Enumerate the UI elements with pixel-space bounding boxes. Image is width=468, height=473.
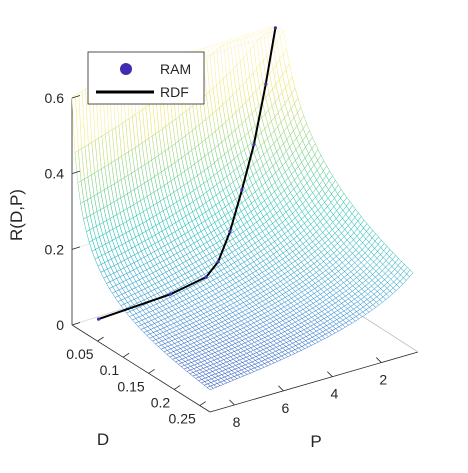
p-tick-label: 2 [379, 372, 387, 388]
surface-mesh [71, 25, 414, 390]
ram-point [168, 292, 172, 296]
p-tick-label: 4 [330, 386, 338, 402]
z-tick-label: 0.2 [45, 241, 65, 257]
legend-box [87, 51, 205, 105]
d-tick-mark [97, 336, 104, 342]
legend-ram-label: RAM [160, 61, 191, 77]
p-axis-line [209, 351, 419, 413]
d-tick-mark [199, 401, 206, 406]
p-tick-mark [376, 357, 382, 363]
z-tick-mark [71, 322, 81, 326]
legend-ram-marker [120, 63, 132, 75]
ram-point [216, 260, 220, 264]
z-tick-mark [71, 170, 81, 175]
z-tick-label: 0.4 [45, 166, 65, 182]
z-tick-label: 0.6 [45, 90, 65, 106]
p-tick-mark [229, 399, 235, 406]
p-axis-label: P [310, 432, 321, 451]
p-axis-ticks: 2 4 6 8 [229, 357, 387, 430]
d-axis-line [71, 324, 211, 413]
d-tick-label: 0.15 [117, 378, 144, 394]
z-axis-ticks: 0 0.2 0.4 0.6 [45, 90, 81, 333]
p-tick-label: 6 [282, 400, 290, 416]
d-tick-label: 0.25 [169, 411, 196, 427]
d-tick-label: 0.05 [66, 346, 93, 362]
ram-point [273, 26, 277, 30]
d-tick-mark [148, 369, 155, 374]
d-axis-ticks: 0.05 0.10.15 0.20.25 [66, 336, 206, 427]
z-axis-label: R(D,P) [7, 189, 26, 241]
curves-layer [97, 26, 277, 321]
p-tick-mark [278, 385, 284, 392]
ram-point [228, 230, 232, 234]
p-tick-label: 8 [233, 414, 241, 430]
z-tick-label: 0 [56, 317, 64, 333]
ram-point [204, 275, 208, 279]
surface-cell [406, 269, 414, 278]
ram-point [97, 317, 101, 321]
d-tick-mark [122, 352, 130, 358]
d-tick-label: 0.1 [100, 362, 120, 378]
ram-point [252, 142, 256, 147]
z-tick-mark [71, 246, 81, 250]
ram-point [240, 188, 244, 192]
p-tick-mark [327, 371, 333, 377]
d-tick-label: 0.2 [151, 394, 171, 410]
d-axis-label: D [97, 430, 109, 449]
legend-rdf-label: RDF [160, 84, 189, 100]
ram-point [264, 82, 268, 86]
d-tick-mark [174, 385, 181, 390]
legend: RAM RDF [87, 51, 205, 105]
z-tick-mark [71, 95, 81, 99]
